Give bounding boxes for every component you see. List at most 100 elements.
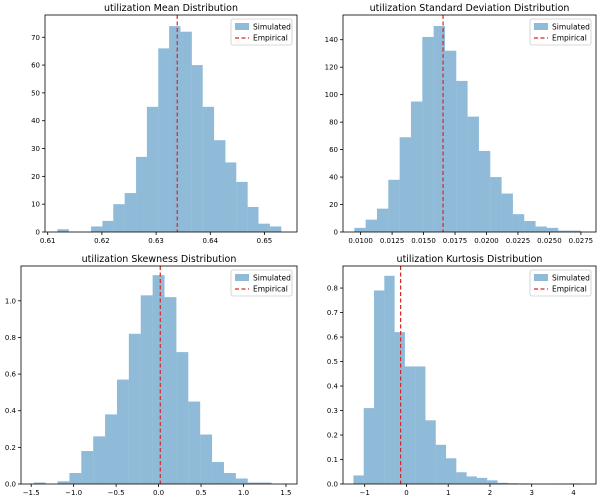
y-tick-label: 30 [31, 145, 40, 153]
histogram-bar [487, 480, 498, 484]
y-tick-label: 20 [31, 173, 40, 181]
x-tick-label: 1 [446, 489, 450, 497]
legend-label-empirical: Empirical [253, 34, 288, 43]
histogram-bar [466, 476, 477, 484]
histogram-bar [81, 451, 94, 484]
legend-label-empirical: Empirical [552, 34, 587, 43]
y-tick-label: 120 [325, 64, 338, 72]
x-tick-label: 0.0275 [569, 237, 594, 245]
histogram-bar [478, 150, 491, 232]
histogram-bar [69, 473, 82, 484]
y-tick-label: 60 [31, 62, 40, 70]
histogram-bar [191, 65, 203, 232]
histogram-bar [235, 478, 248, 484]
legend: Simulated Empirical [529, 18, 592, 46]
legend: Simulated Empirical [230, 18, 293, 46]
y-tick-label: 1.0 [5, 297, 16, 305]
histogram-bar [422, 36, 434, 232]
x-tick-label: 0.0225 [506, 237, 531, 245]
y-tick-label: 50 [31, 89, 40, 97]
y-tick-label: 10 [31, 201, 40, 209]
y-tick-label: 0.8 [5, 334, 16, 342]
x-tick-label: 0.0150 [411, 237, 436, 245]
histogram-bar [376, 208, 389, 232]
x-tick-label: 2 [488, 489, 492, 497]
legend-swatch-simulated [235, 23, 249, 30]
legend-swatch-simulated [534, 274, 548, 281]
legend-label-empirical: Empirical [552, 285, 587, 294]
legend-swatch-simulated [235, 274, 249, 281]
x-tick-label: 0.63 [148, 237, 164, 245]
x-tick-label: 1.0 [238, 489, 249, 497]
x-tick-label: 0.62 [94, 237, 110, 245]
y-tick-label: 0.4 [327, 383, 339, 391]
x-tick-label: 0.0 [153, 489, 164, 497]
histogram-bar [546, 227, 559, 232]
y-tick-label: 0.0 [5, 481, 16, 489]
histogram-bar [501, 193, 513, 232]
histogram-bar [524, 221, 536, 232]
y-tick-label: 0 [334, 229, 338, 237]
histogram-bar [446, 458, 457, 484]
x-tick-label: 0 [404, 489, 408, 497]
legend-label-simulated: Simulated [552, 274, 590, 283]
histogram-bar [128, 333, 141, 484]
x-tick-label: 3 [529, 489, 533, 497]
histogram-bar [476, 477, 488, 484]
histogram-bar [113, 204, 125, 232]
x-tick-label: 0.61 [40, 237, 56, 245]
histogram-bar [93, 436, 106, 484]
x-tick-label: 4 [571, 489, 576, 497]
histogram-bar [33, 482, 46, 484]
histogram-bar [456, 472, 467, 484]
axes-frame [342, 265, 597, 485]
x-tick-label: 0.0125 [380, 237, 405, 245]
y-tick-label: 0.8 [327, 285, 338, 293]
x-tick-label: 1.5 [280, 489, 291, 497]
y-tick-label: 0.1 [327, 456, 338, 464]
histogram-bar [354, 227, 366, 232]
histogram-bar [259, 482, 272, 484]
histogram-bar [158, 48, 170, 232]
histogram-bar [535, 226, 547, 232]
histogram-bar [558, 230, 570, 232]
histogram-bar [456, 80, 468, 232]
x-tick-label: 0.0175 [443, 237, 468, 245]
histogram-bar [180, 31, 192, 232]
y-tick-label: 0.6 [5, 371, 17, 379]
chart-panel-1: 0.61 0.62 0.63 0.64 0.65 0 10 20 30 40 50 60 70 utili… [31, 3, 298, 245]
y-tick-label: 0.4 [5, 407, 17, 415]
histogram-bar [140, 295, 153, 484]
histogram-bar [467, 116, 479, 232]
y-tick-label: 70 [31, 34, 40, 42]
legend-swatch-simulated [534, 23, 548, 30]
chart-panel-2: 0.0100 0.0125 0.0150 0.0175 0.0200 0.0225 0.02… [325, 3, 597, 245]
histogram-bar [497, 482, 508, 484]
x-tick-label: 0.0100 [348, 237, 373, 245]
histogram-bar [212, 462, 224, 484]
y-tick-label: 0.2 [327, 432, 338, 440]
histogram-bar [116, 379, 129, 484]
y-tick-label: 60 [329, 146, 338, 154]
chart-panel-4: −1 0 1 2 3 4 0.0 0.1 0.2 0.3 0.4 0.5 0.6 0.7 0.8 utiliz… [327, 254, 597, 497]
histogram-bar [247, 482, 260, 484]
histogram-bar [388, 179, 400, 232]
histogram-bar [425, 420, 436, 484]
y-tick-label: 0.3 [327, 407, 338, 415]
y-tick-label: 40 [329, 174, 338, 182]
y-tick-label: 0.5 [327, 358, 338, 366]
histogram-bar [225, 162, 237, 232]
legend-label-simulated: Simulated [253, 274, 291, 283]
histogram-bar [353, 475, 364, 484]
histogram-bar [169, 26, 181, 232]
histogram-bar [188, 401, 201, 484]
histogram-bar [363, 408, 375, 484]
y-tick-label: 0.7 [327, 309, 338, 317]
histogram-bar [512, 214, 525, 232]
histogram-bar [146, 106, 159, 232]
histogram-bar [415, 366, 426, 484]
chart-panel-3: −1.5 −1.0 −0.5 0.0 0.5 1.0 1.5 0.0 0.2 0.4 0.6 0.8 1… [5, 254, 298, 497]
histogram-bar [247, 206, 259, 232]
histogram-bar [404, 366, 416, 484]
histogram-bar [124, 193, 137, 232]
